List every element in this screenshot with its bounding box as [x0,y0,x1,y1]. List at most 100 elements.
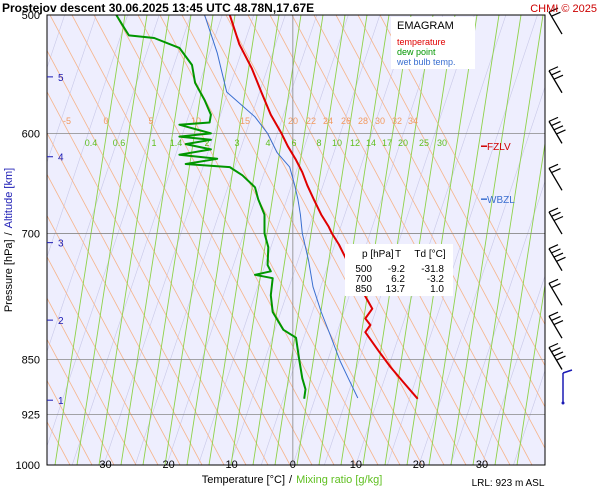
pressure-tick-label: 1000 [16,460,40,472]
pressure-tick-labels: 500 600 700 850 925 1000 [16,10,40,472]
skew-isotherm-line [0,15,2,465]
isotherm-label: 24 [323,116,333,126]
mixing-ratio-line [318,15,390,465]
dry-adiabat-line [47,214,181,465]
table-cell: 500 [355,264,372,275]
mixing-ratio-line [186,15,258,465]
series-line-wet-bulb-temp [204,15,359,399]
skew-isotherm-line [387,15,538,465]
dry-adiabat-line [357,15,545,367]
dry-adiabat-line [47,256,159,465]
temperature-tick-label: 10 [350,459,362,471]
mixing-ratio-label: 20 [398,138,408,148]
dry-adiabat-line [269,15,511,465]
mixing-ratio-label: 0.6 [113,138,126,148]
mixing-ratio-label: 14 [366,138,376,148]
dry-adiabat-line [47,49,269,465]
series-line-temperature [228,15,419,400]
table-cell: 13.7 [386,284,406,295]
table-header-td: Td [°C] [414,249,445,260]
mixing-ratio-line [252,15,324,465]
isotherm-label: -5 [63,116,71,126]
dry-adiabat-line [49,15,291,465]
pressure-tick-label: 600 [22,128,40,140]
isotherm-label: 34 [408,116,418,126]
temperature-tick-label: 0 [290,459,296,471]
temperature-tick-label: -20 [159,459,175,471]
footer-text: LRL: 923 m ASL [472,478,545,489]
table-cell: 6.2 [391,274,405,285]
mixing-ratio-label: 30 [437,138,447,148]
table-cell: 1.0 [430,284,444,295]
table-cell: -9.2 [388,264,406,275]
mixing-ratio-line [340,15,412,465]
wind-barb [548,311,564,339]
mixing-ratio-line [428,15,500,465]
wind-barb [548,342,566,370]
skew-isotherm-line [513,369,545,465]
isotherm-label: 15 [240,116,250,126]
skew-isotherm-line [47,15,97,164]
mixing-ratio-label: 3 [234,138,239,148]
mixing-ratio-label: 17 [382,138,392,148]
x-axis-label: Temperature [°C] / Mixing ratio [g/kg] [202,474,383,486]
pressure-tick-label: 700 [22,228,40,240]
dry-adiabat-line [291,15,533,465]
mixing-ratio-label: 1 [151,138,156,148]
dry-adiabat-line [47,173,203,465]
wind-barbs [548,7,573,405]
skew-isotherm-line [198,15,349,465]
skew-isotherm-line [103,15,255,465]
chart-title: Prostejov descent 30.06.2025 13:45 UTC 4… [2,1,314,15]
wind-barb [548,66,564,94]
mixing-ratio-line [164,15,236,465]
dry-adiabat-line [47,338,115,465]
skew-isotherm-line [577,15,600,465]
altitude-tick-labels: 5 4 3 2 1 [47,73,64,407]
level-marker-label: FZLV [487,142,511,153]
table-cell: -31.8 [421,264,444,275]
isotherm-label: 20 [288,116,298,126]
mixing-ratio-label: 1.4 [170,138,183,148]
altitude-tick-label: 4 [58,153,64,164]
table-header-p: p [hPa] [362,249,394,260]
dry-adiabat-line [137,15,379,465]
dry-adiabat-line [313,15,545,449]
pressure-tick-label: 850 [22,354,40,366]
mixing-ratio-line [142,15,214,465]
grid-layer [0,15,600,465]
dry-adiabat-line [181,15,423,465]
skew-isotherm-line [47,15,191,448]
legend-dew-point: dew point [397,47,436,57]
wind-barb [548,116,566,144]
mixing-ratio-line [296,15,368,465]
isotherm-label: 26 [341,116,351,126]
isotherm-label: 32 [392,116,402,126]
legend: EMAGRAM temperature dew point wet bulb t… [391,17,475,69]
table-cell: -3.2 [427,274,445,285]
mixing-ratio-label: 8 [316,138,321,148]
series-layer [115,15,419,400]
mixing-ratio-label: 6 [291,138,296,148]
mixing-ratio-line [208,15,280,465]
dry-adiabat-line [335,15,545,408]
dry-adiabat-line [379,15,545,326]
altitude-tick-label: 1 [58,396,64,407]
dry-adiabat-line [225,15,467,465]
mixing-ratio-line [362,15,434,465]
isotherm-labels: -5 0 5 10 15 20 22 24 26 28 30 32 34 [63,116,418,126]
skew-isotherm-line [71,15,223,465]
dry-adiabat-line [93,15,335,465]
mixing-ratio-line [120,15,192,465]
altitude-tick-label: 2 [58,316,64,327]
pressure-tick-label: 925 [22,409,40,421]
plot-frame [46,14,546,466]
isotherm-label: 30 [375,116,385,126]
dry-adiabat-line [115,15,357,465]
altitude-tick-label: 5 [58,73,64,84]
wind-barb [548,207,564,235]
mixing-ratio-line [274,15,346,465]
plot-background [47,15,545,465]
isotherm-label: 10 [191,116,201,126]
dry-adiabat-line [47,91,247,465]
